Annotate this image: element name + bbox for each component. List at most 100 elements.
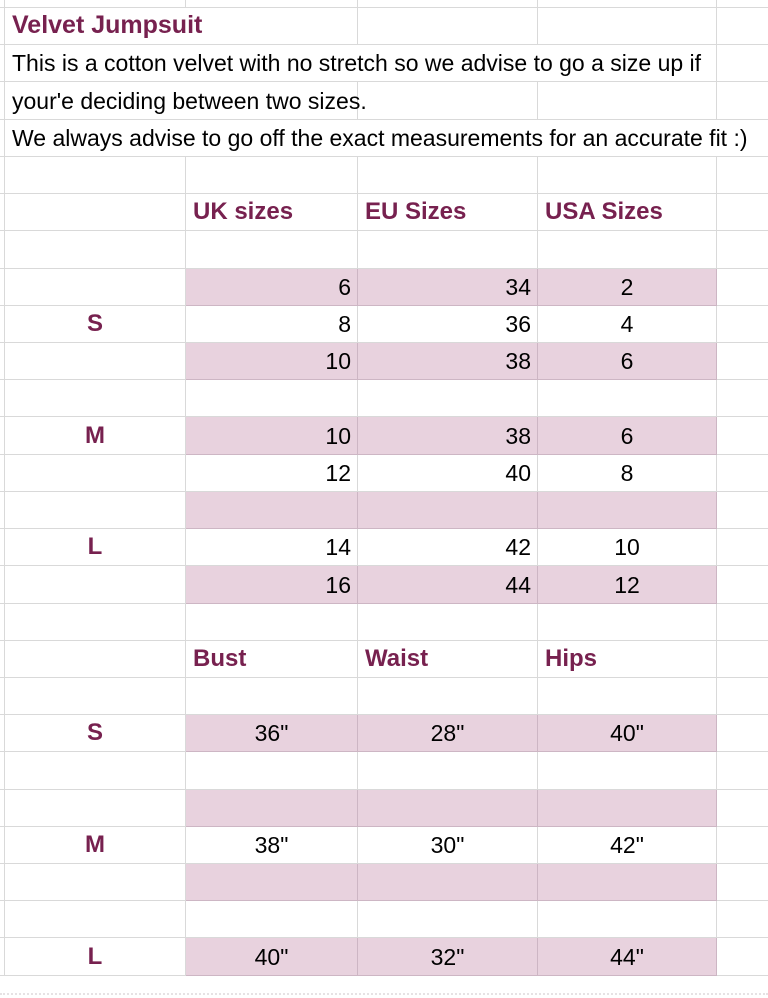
cell-D24[interactable] — [538, 864, 717, 902]
cell-E0[interactable] — [717, 0, 768, 8]
uk-size-cell[interactable]: 10 — [186, 342, 358, 381]
cell-B25[interactable] — [186, 901, 358, 939]
cell-B7[interactable] — [186, 231, 358, 269]
eu-size-cell[interactable]: 44 — [358, 566, 538, 604]
eu-size-cell[interactable]: 38 — [358, 417, 538, 455]
eu-sizes-header-cell[interactable]: EU Sizes — [358, 194, 538, 232]
cell-A0[interactable] — [4, 0, 186, 8]
cell-A21[interactable] — [4, 752, 186, 790]
eu-size-cell[interactable]: 38 — [358, 342, 538, 381]
cell-D0[interactable] — [538, 0, 717, 8]
cell-C25[interactable] — [358, 901, 538, 939]
cell-E26[interactable] — [717, 938, 768, 976]
waist-cell[interactable]: 30" — [358, 826, 538, 865]
usa-size-cell[interactable]: 4 — [538, 305, 717, 343]
cell-A2-note[interactable]: This is a cotton velvet with no stretch … — [4, 45, 717, 83]
cell-D25[interactable] — [538, 901, 717, 939]
usa-size-cell[interactable]: 10 — [538, 529, 717, 567]
cell-D3[interactable] — [538, 82, 717, 120]
cell-C21[interactable] — [358, 752, 538, 790]
cell-A16[interactable] — [4, 566, 186, 604]
cell-B11[interactable] — [186, 380, 358, 418]
cell-B21[interactable] — [186, 752, 358, 790]
size-label-l[interactable]: L — [4, 529, 186, 567]
cell-A24[interactable] — [4, 864, 186, 902]
cell-D17[interactable] — [538, 603, 717, 641]
cell-D22[interactable] — [538, 789, 717, 827]
uk-size-cell[interactable]: 6 — [186, 268, 358, 306]
cell-E13[interactable] — [717, 455, 768, 492]
cell-E5[interactable] — [717, 157, 768, 195]
hips-cell[interactable]: 40" — [538, 715, 717, 753]
hips-cell[interactable]: 44" — [538, 938, 717, 976]
cell-C17[interactable] — [358, 603, 538, 641]
cell-A1-title[interactable]: Velvet Jumpsuit — [4, 8, 358, 46]
cell-D1[interactable] — [538, 8, 717, 46]
cell-A11[interactable] — [4, 380, 186, 418]
cell-E10[interactable] — [717, 343, 768, 381]
cell-A7[interactable] — [4, 231, 186, 269]
size-label-m[interactable]: M — [4, 417, 186, 455]
hips-cell[interactable]: 42" — [538, 826, 717, 865]
cell-A6[interactable] — [4, 194, 186, 232]
waist-cell[interactable]: 28" — [358, 715, 538, 753]
waist-header-cell[interactable]: Waist — [358, 640, 538, 678]
measure-label-s[interactable]: S — [4, 715, 186, 753]
bust-header-cell[interactable]: Bust — [186, 640, 358, 678]
cell-E11[interactable] — [717, 380, 768, 418]
measure-label-m[interactable]: M — [4, 826, 186, 865]
cell-B19[interactable] — [186, 677, 358, 716]
uk-sizes-header-cell[interactable]: UK sizes — [186, 194, 358, 232]
cell-E9[interactable] — [717, 306, 768, 343]
cell-C3[interactable] — [358, 82, 538, 120]
cell-C1[interactable] — [358, 8, 538, 46]
usa-size-cell[interactable]: 2 — [538, 268, 717, 306]
cell-E20[interactable] — [717, 715, 768, 753]
cell-A13[interactable] — [4, 454, 186, 492]
cell-C7[interactable] — [358, 231, 538, 269]
usa-size-cell[interactable]: 8 — [538, 454, 717, 492]
cell-E21[interactable] — [717, 752, 768, 790]
cell-E12[interactable] — [717, 417, 768, 455]
measure-label-l[interactable]: L — [4, 938, 186, 976]
cell-B24[interactable] — [186, 864, 358, 902]
cell-C14[interactable] — [358, 491, 538, 530]
eu-size-cell[interactable]: 42 — [358, 529, 538, 567]
waist-cell[interactable]: 32" — [358, 938, 538, 976]
size-label-s[interactable]: S — [4, 305, 186, 343]
cell-E25[interactable] — [717, 901, 768, 939]
uk-size-cell[interactable]: 10 — [186, 417, 358, 455]
cell-C0[interactable] — [358, 0, 538, 8]
cell-C19[interactable] — [358, 677, 538, 716]
uk-size-cell[interactable]: 16 — [186, 566, 358, 604]
cell-C5[interactable] — [358, 156, 538, 195]
usa-size-cell[interactable]: 12 — [538, 566, 717, 604]
usa-size-cell[interactable]: 6 — [538, 342, 717, 381]
bust-cell[interactable]: 36" — [186, 715, 358, 753]
cell-C24[interactable] — [358, 864, 538, 902]
cell-B17[interactable] — [186, 603, 358, 641]
cell-A18[interactable] — [4, 640, 186, 678]
cell-E15[interactable] — [717, 529, 768, 567]
hips-header-cell[interactable]: Hips — [538, 640, 717, 678]
eu-size-cell[interactable]: 36 — [358, 305, 538, 343]
cell-B5[interactable] — [186, 156, 358, 195]
cell-C11[interactable] — [358, 380, 538, 418]
usa-sizes-header-cell[interactable]: USA Sizes — [538, 194, 717, 232]
uk-size-cell[interactable]: 8 — [186, 305, 358, 343]
cell-E1[interactable] — [717, 8, 768, 46]
cell-D5[interactable] — [538, 156, 717, 195]
cell-B22[interactable] — [186, 789, 358, 827]
cell-E17[interactable] — [717, 604, 768, 641]
cell-A22[interactable] — [4, 789, 186, 827]
cell-D21[interactable] — [538, 752, 717, 790]
cell-D7[interactable] — [538, 231, 717, 269]
usa-size-cell[interactable]: 6 — [538, 417, 717, 455]
cell-E22[interactable] — [717, 790, 768, 827]
cell-A5[interactable] — [4, 156, 186, 195]
cell-E23[interactable] — [717, 827, 768, 865]
eu-size-cell[interactable]: 34 — [358, 268, 538, 306]
cell-A8[interactable] — [4, 268, 186, 306]
cell-C22[interactable] — [358, 789, 538, 827]
cell-E2[interactable] — [717, 45, 768, 83]
